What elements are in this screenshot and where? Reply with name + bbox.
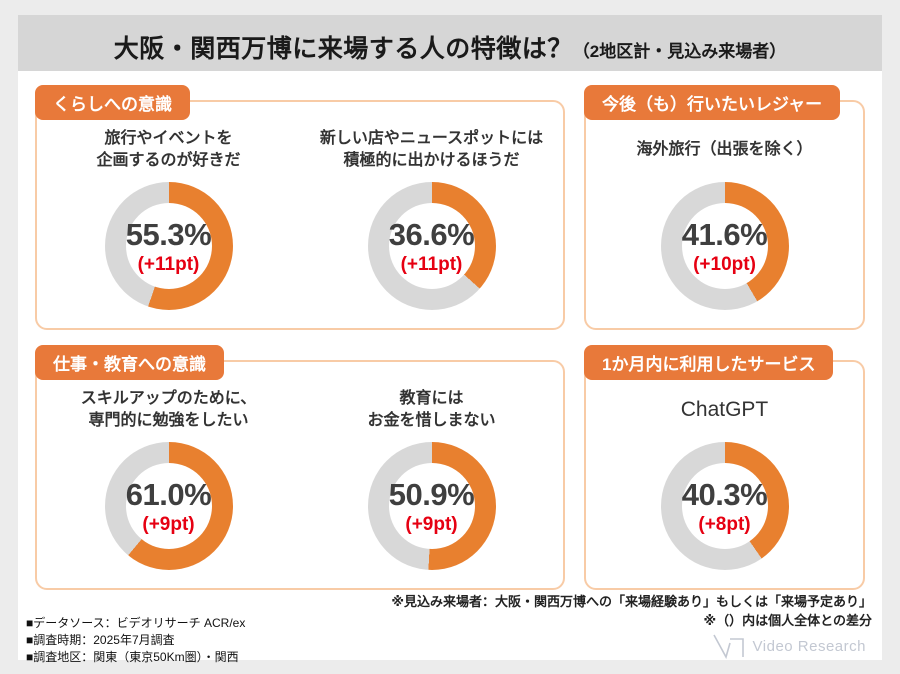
section-header-services: 1か月内に利用したサービス (584, 345, 834, 380)
chart-label: 旅行やイベントを 企画するのが好きだ (96, 129, 241, 169)
donut-hole: 41.6% (+10pt) (681, 203, 768, 289)
chart-overseas-travel: 海外旅行（出張を除く） 41.6% (+10pt) (586, 124, 863, 328)
chart-label: ChatGPT (680, 398, 769, 422)
charts-row: ChatGPT 40.3% (+8pt) (586, 362, 863, 588)
charts-row: スキルアップのために、 専門的に勉強をしたい 61.0% (+9pt) 教育には… (37, 362, 563, 588)
section-header-leisure: 今後（も）行いたいレジャー (584, 85, 841, 120)
video-research-logo-text: Video Research (752, 637, 866, 655)
donut-hole: 40.3% (+8pt) (681, 463, 768, 549)
percent-value: 41.6% (681, 216, 768, 252)
diff-value: (+9pt) (142, 513, 195, 535)
chart-chatgpt-usage: ChatGPT 40.3% (+8pt) (586, 384, 863, 588)
donut-chart: 40.3% (+8pt) (660, 442, 789, 570)
panel-lifestyle-awareness: くらしへの意識 旅行やイベントを 企画するのが好きだ 55.3% (+11pt)… (35, 85, 565, 330)
section-header-work-education: 仕事・教育への意識 (35, 345, 224, 380)
chart-skill-up-study: スキルアップのために、 専門的に勉強をしたい 61.0% (+9pt) (37, 384, 300, 588)
donut-hole: 61.0% (+9pt) (125, 463, 212, 549)
diff-value: (+10pt) (693, 253, 756, 275)
donut-chart: 50.9% (+9pt) (367, 442, 496, 570)
page-title: 大阪・関西万博に来場する人の特徴は？ (113, 35, 573, 63)
source-line-datasource: ■データソース：ビデオリサーチ ACR/ex (26, 616, 246, 630)
chart-label: スキルアップのために、 専門的に勉強をしたい (80, 389, 257, 429)
percent-value: 61.0% (125, 476, 212, 512)
chart-label: 海外旅行（出張を除く） (636, 140, 813, 158)
chart-travel-event-planning: 旅行やイベントを 企画するのが好きだ 55.3% (+11pt) (37, 124, 300, 328)
percent-value: 36.6% (388, 216, 475, 252)
panel-services-used: 1か月内に利用したサービス ChatGPT 40.3% (+8pt) (584, 345, 865, 590)
source-line-area: ■調査地区：関東（東京50Km圏）・関西 (26, 649, 239, 664)
page-title-subnote: （2地区計・見込み来場者） (572, 42, 787, 61)
source-line-period: ■調査時期：2025年7月調査 (26, 632, 175, 647)
donut-chart: 36.6% (+11pt) (367, 182, 496, 310)
diff-value: (+8pt) (698, 513, 751, 535)
panel-work-education-awareness: 仕事・教育への意識 スキルアップのために、 専門的に勉強をしたい 61.0% (… (35, 345, 565, 590)
footnotes: ※見込み来場者：大阪・関西万博への「来場経験あり」もしくは「来場予定あり」 ※（… (391, 593, 872, 631)
source-info: ■データソース：ビデオリサーチ ACR/ex ■調査時期：2025年7月調査 ■… (26, 615, 245, 665)
charts-row: 旅行やイベントを 企画するのが好きだ 55.3% (+11pt) 新しい店やニュ… (37, 102, 563, 328)
chart-education-spending: 教育には お金を惜しまない 50.9% (+9pt) (300, 384, 563, 588)
percent-value: 50.9% (388, 476, 475, 512)
diff-value: (+11pt) (137, 253, 200, 275)
charts-row: 海外旅行（出張を除く） 41.6% (+10pt) (586, 102, 863, 328)
donut-chart: 55.3% (+11pt) (104, 182, 233, 310)
donut-hole: 55.3% (+11pt) (125, 203, 212, 289)
footnote-parentheses: ※（）内は個人全体との差分 (703, 612, 872, 628)
chart-new-spots: 新しい店やニュースポットには 積極的に出かけるほうだ 36.6% (+11pt) (300, 124, 563, 328)
chart-label: 新しい店やニュースポットには 積極的に出かけるほうだ (319, 129, 544, 169)
diff-value: (+9pt) (405, 513, 458, 535)
donut-chart: 41.6% (+10pt) (660, 182, 789, 310)
footnote-definition: ※見込み来場者：大阪・関西万博への「来場経験あり」もしくは「来場予定あり」 (391, 594, 872, 609)
section-header-lifestyle: くらしへの意識 (35, 85, 190, 120)
donut-chart: 61.0% (+9pt) (104, 442, 233, 570)
video-research-logo: Video Research (712, 633, 866, 659)
percent-value: 55.3% (125, 216, 212, 252)
donut-hole: 50.9% (+9pt) (388, 463, 475, 549)
slide: 大阪・関西万博に来場する人の特徴は？ （2地区計・見込み来場者） くらしへの意識… (18, 15, 882, 664)
diff-value: (+11pt) (400, 253, 463, 275)
chart-label: 教育には お金を惜しまない (367, 389, 496, 429)
video-research-logo-mark (712, 634, 744, 659)
panel-future-leisure: 今後（も）行いたいレジャー 海外旅行（出張を除く） 41.6% (+10pt) (584, 85, 865, 330)
title-band: 大阪・関西万博に来場する人の特徴は？ （2地区計・見込み来場者） (18, 15, 882, 71)
donut-hole: 36.6% (+11pt) (388, 203, 475, 289)
percent-value: 40.3% (681, 476, 768, 512)
